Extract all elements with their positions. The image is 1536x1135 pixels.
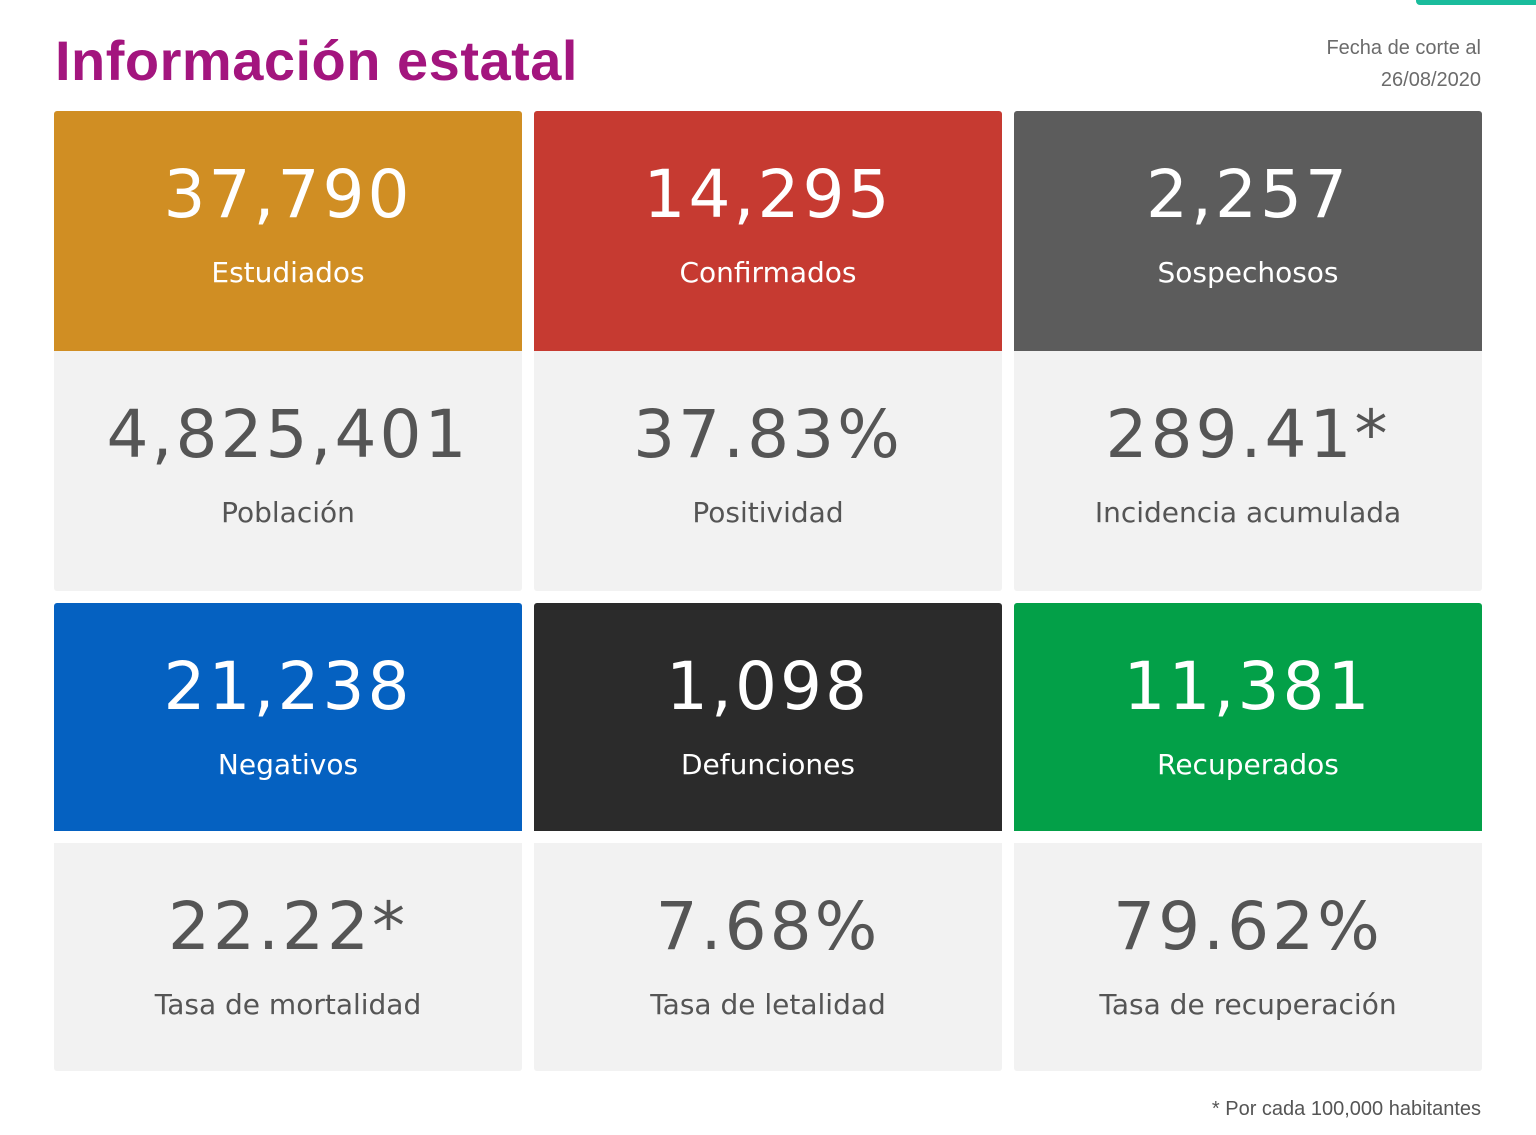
card-value: 37,790 bbox=[163, 156, 413, 233]
card-negativos: 21,238 Negativos bbox=[54, 603, 522, 831]
card-defunciones: 1,098 Defunciones bbox=[534, 603, 1002, 831]
card-label: Población bbox=[221, 496, 355, 529]
card-label: Estudiados bbox=[211, 256, 365, 289]
top-accent-bar bbox=[1416, 0, 1536, 5]
card-value: 4,825,401 bbox=[106, 396, 470, 473]
stats-grid: 37,790 Estudiados 14,295 Confirmados 2,2… bbox=[54, 111, 1482, 1071]
card-value: 289.41* bbox=[1105, 396, 1391, 473]
card-label: Negativos bbox=[217, 748, 359, 781]
card-incidencia-acumulada: 289.41* Incidencia acumulada bbox=[1014, 351, 1482, 591]
card-value: 21,238 bbox=[163, 648, 413, 725]
card-estudiados: 37,790 Estudiados bbox=[54, 111, 522, 351]
card-value: 37.83% bbox=[633, 396, 903, 473]
card-value: 1,098 bbox=[666, 648, 870, 725]
card-tasa-letalidad: 7.68% Tasa de letalidad bbox=[534, 843, 1002, 1071]
footnote: * Por cada 100,000 habitantes bbox=[1211, 1098, 1481, 1120]
card-poblacion: 4,825,401 Población bbox=[54, 351, 522, 591]
card-label: Tasa de letalidad bbox=[650, 988, 886, 1021]
card-label: Incidencia acumulada bbox=[1094, 496, 1402, 529]
cutoff-date: Fecha de corte al 26/08/2020 bbox=[1326, 32, 1481, 96]
card-label: Tasa de mortalidad bbox=[154, 988, 422, 1021]
card-label: Sospechosos bbox=[1157, 256, 1339, 289]
card-value: 22.22* bbox=[168, 888, 408, 965]
card-label: Confirmados bbox=[679, 256, 857, 289]
card-positividad: 37.83% Positividad bbox=[534, 351, 1002, 591]
card-tasa-mortalidad: 22.22* Tasa de mortalidad bbox=[54, 843, 522, 1071]
card-sospechosos: 2,257 Sospechosos bbox=[1014, 111, 1482, 351]
card-label: Defunciones bbox=[680, 748, 855, 781]
card-label: Recuperados bbox=[1157, 748, 1339, 781]
card-label: Tasa de recuperación bbox=[1099, 988, 1397, 1021]
card-tasa-recuperacion: 79.62% Tasa de recuperación bbox=[1014, 843, 1482, 1071]
card-value: 2,257 bbox=[1146, 156, 1350, 233]
card-value: 14,295 bbox=[643, 156, 893, 233]
card-value: 7.68% bbox=[655, 888, 881, 965]
page-title: Información estatal bbox=[55, 29, 578, 92]
card-value: 11,381 bbox=[1123, 648, 1373, 725]
cutoff-date-value: 26/08/2020 bbox=[1380, 69, 1481, 91]
card-value: 79.62% bbox=[1113, 888, 1383, 965]
cutoff-label: Fecha de corte al bbox=[1326, 37, 1481, 59]
card-recuperados: 11,381 Recuperados bbox=[1014, 603, 1482, 831]
card-label: Positividad bbox=[692, 496, 844, 529]
card-confirmados: 14,295 Confirmados bbox=[534, 111, 1002, 351]
